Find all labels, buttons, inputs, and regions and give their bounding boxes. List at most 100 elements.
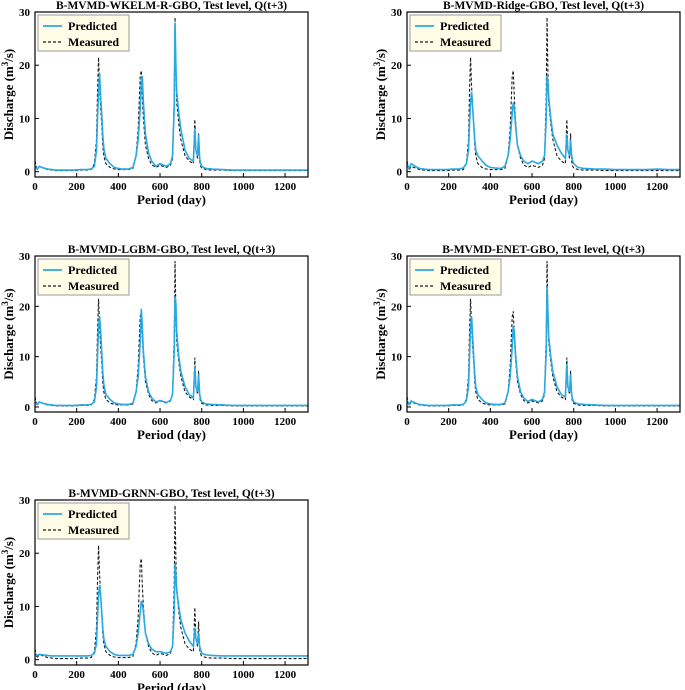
chart-title: B-MVMD-GRNN-GBO, Test level, Q(t+3)	[68, 488, 274, 500]
x-tick-label: 1000	[232, 416, 255, 428]
y-tick-label: 10	[19, 601, 31, 613]
y-axis-label: Discharge (m3/s)	[372, 49, 388, 141]
y-tick-label: 0	[25, 167, 31, 179]
x-tick-label: 400	[110, 416, 127, 428]
y-tick-label: 0	[25, 655, 31, 667]
legend-box	[409, 258, 502, 296]
legend-entry-measured: Measured	[440, 35, 491, 49]
x-tick-label: 1000	[232, 181, 255, 193]
x-tick-label: 400	[110, 181, 127, 193]
chart-panel-2: 0 200 400 600 800 1000 1200 0 10 20 30 B-MVMD-Ridge…	[372, 0, 681, 207]
series-line-predicted	[407, 286, 680, 407]
x-tick-label: 600	[152, 669, 169, 681]
y-tick-label: 20	[19, 548, 31, 560]
chart-panel-3: 0 200 400 600 800 1000 1200 0 10 20 30 B-MVMD-LGBM-…	[0, 244, 309, 442]
plot-frame	[34, 499, 309, 666]
legend: Predicted Measured	[37, 14, 130, 52]
x-tick-label: 200	[440, 416, 457, 428]
x-tick-label: 200	[68, 416, 85, 428]
chart-title: B-MVMD-Ridge-GBO, Test level, Q(t+3)	[443, 0, 644, 12]
x-tick-label: 400	[110, 669, 127, 681]
plot-frame	[34, 11, 309, 178]
x-tick-label: 200	[68, 181, 85, 193]
x-axis-label: Period (day)	[137, 427, 206, 442]
plot-frame	[34, 255, 309, 413]
x-axis-label: Period (day)	[509, 427, 578, 442]
legend-box	[37, 14, 130, 52]
chart-panel-1: 0 200 400 600 800 1000 1200 0 10 20 30 B-MVMD-WKELM…	[0, 0, 309, 207]
legend: Predicted Measured	[409, 258, 502, 296]
x-tick-label: 1200	[646, 181, 669, 193]
x-tick-label: 0	[32, 416, 38, 428]
x-axis-label: Period (day)	[137, 680, 206, 690]
y-tick-label: 30	[19, 251, 31, 263]
legend-box	[37, 502, 130, 540]
y-tick-label: 20	[19, 301, 31, 313]
x-tick-label: 800	[193, 181, 210, 193]
x-tick-label: 800	[193, 669, 210, 681]
legend-entry-measured: Measured	[68, 35, 119, 49]
y-tick-label: 0	[25, 402, 31, 414]
y-tick-label: 0	[397, 402, 403, 414]
chart-title: B-MVMD-WKELM-R-GBO, Test level, Q(t+3)	[56, 0, 287, 12]
x-tick-label: 200	[68, 669, 85, 681]
y-tick-label: 30	[19, 7, 31, 19]
y-tick-label: 20	[19, 60, 31, 72]
legend-entry-measured: Measured	[440, 279, 491, 293]
series-line-predicted	[35, 563, 308, 657]
x-tick-label: 0	[32, 181, 38, 193]
x-tick-label: 1000	[232, 669, 255, 681]
x-tick-label: 0	[404, 416, 410, 428]
x-axis-label: Period (day)	[509, 192, 578, 207]
x-tick-label: 400	[482, 181, 499, 193]
y-tick-label: 30	[391, 251, 403, 263]
legend-box	[409, 14, 502, 52]
series-line-predicted	[35, 296, 308, 407]
y-tick-label: 10	[391, 113, 403, 125]
y-axis-label: Discharge (m3/s)	[0, 49, 16, 141]
legend: Predicted Measured	[37, 502, 130, 540]
series-line-predicted	[407, 75, 680, 171]
x-axis-label: Period (day)	[137, 192, 206, 207]
x-tick-label: 1200	[646, 416, 669, 428]
y-axis-label: Discharge (m3/s)	[0, 537, 16, 629]
x-tick-label: 0	[32, 669, 38, 681]
legend-box	[37, 258, 130, 296]
legend-entry-predicted: Predicted	[440, 263, 489, 277]
x-tick-label: 800	[565, 416, 582, 428]
chart-panel-4: 0 200 400 600 800 1000 1200 0 10 20 30 B-MVMD-ENET-…	[372, 244, 681, 442]
x-tick-label: 600	[524, 181, 541, 193]
legend-entry-predicted: Predicted	[68, 507, 117, 521]
chart-title: B-MVMD-ENET-GBO, Test level, Q(t+3)	[442, 244, 645, 256]
y-tick-label: 30	[391, 7, 403, 19]
y-tick-label: 0	[397, 167, 403, 179]
y-tick-label: 10	[391, 352, 403, 364]
x-tick-label: 1200	[274, 416, 297, 428]
legend-entry-measured: Measured	[68, 279, 119, 293]
x-tick-label: 1200	[274, 181, 297, 193]
plot-frame	[406, 255, 681, 413]
y-tick-label: 20	[391, 60, 403, 72]
y-axis-label: Discharge (m3/s)	[0, 288, 16, 380]
plot-frame	[406, 11, 681, 178]
x-tick-label: 400	[482, 416, 499, 428]
y-tick-label: 30	[19, 495, 31, 507]
chart-panel-5: 0 200 400 600 800 1000 1200 0 10 20 30 B-MVMD-GRNN-…	[0, 488, 309, 690]
x-tick-label: 600	[152, 416, 169, 428]
legend: Predicted Measured	[37, 258, 130, 296]
x-tick-label: 600	[524, 416, 541, 428]
x-tick-label: 800	[565, 181, 582, 193]
series-line-measured	[35, 17, 308, 172]
chart-title: B-MVMD-LGBM-GBO, Test level, Q(t+3)	[68, 244, 276, 256]
x-tick-label: 1200	[274, 669, 297, 681]
y-tick-label: 10	[19, 113, 31, 125]
x-tick-label: 1000	[604, 181, 627, 193]
legend: Predicted Measured	[409, 14, 502, 52]
x-tick-label: 0	[404, 181, 410, 193]
legend-entry-predicted: Predicted	[68, 19, 117, 33]
y-axis-label: Discharge (m3/s)	[372, 288, 388, 380]
x-tick-label: 1000	[604, 416, 627, 428]
legend-entry-measured: Measured	[68, 523, 119, 537]
x-tick-label: 600	[152, 181, 169, 193]
